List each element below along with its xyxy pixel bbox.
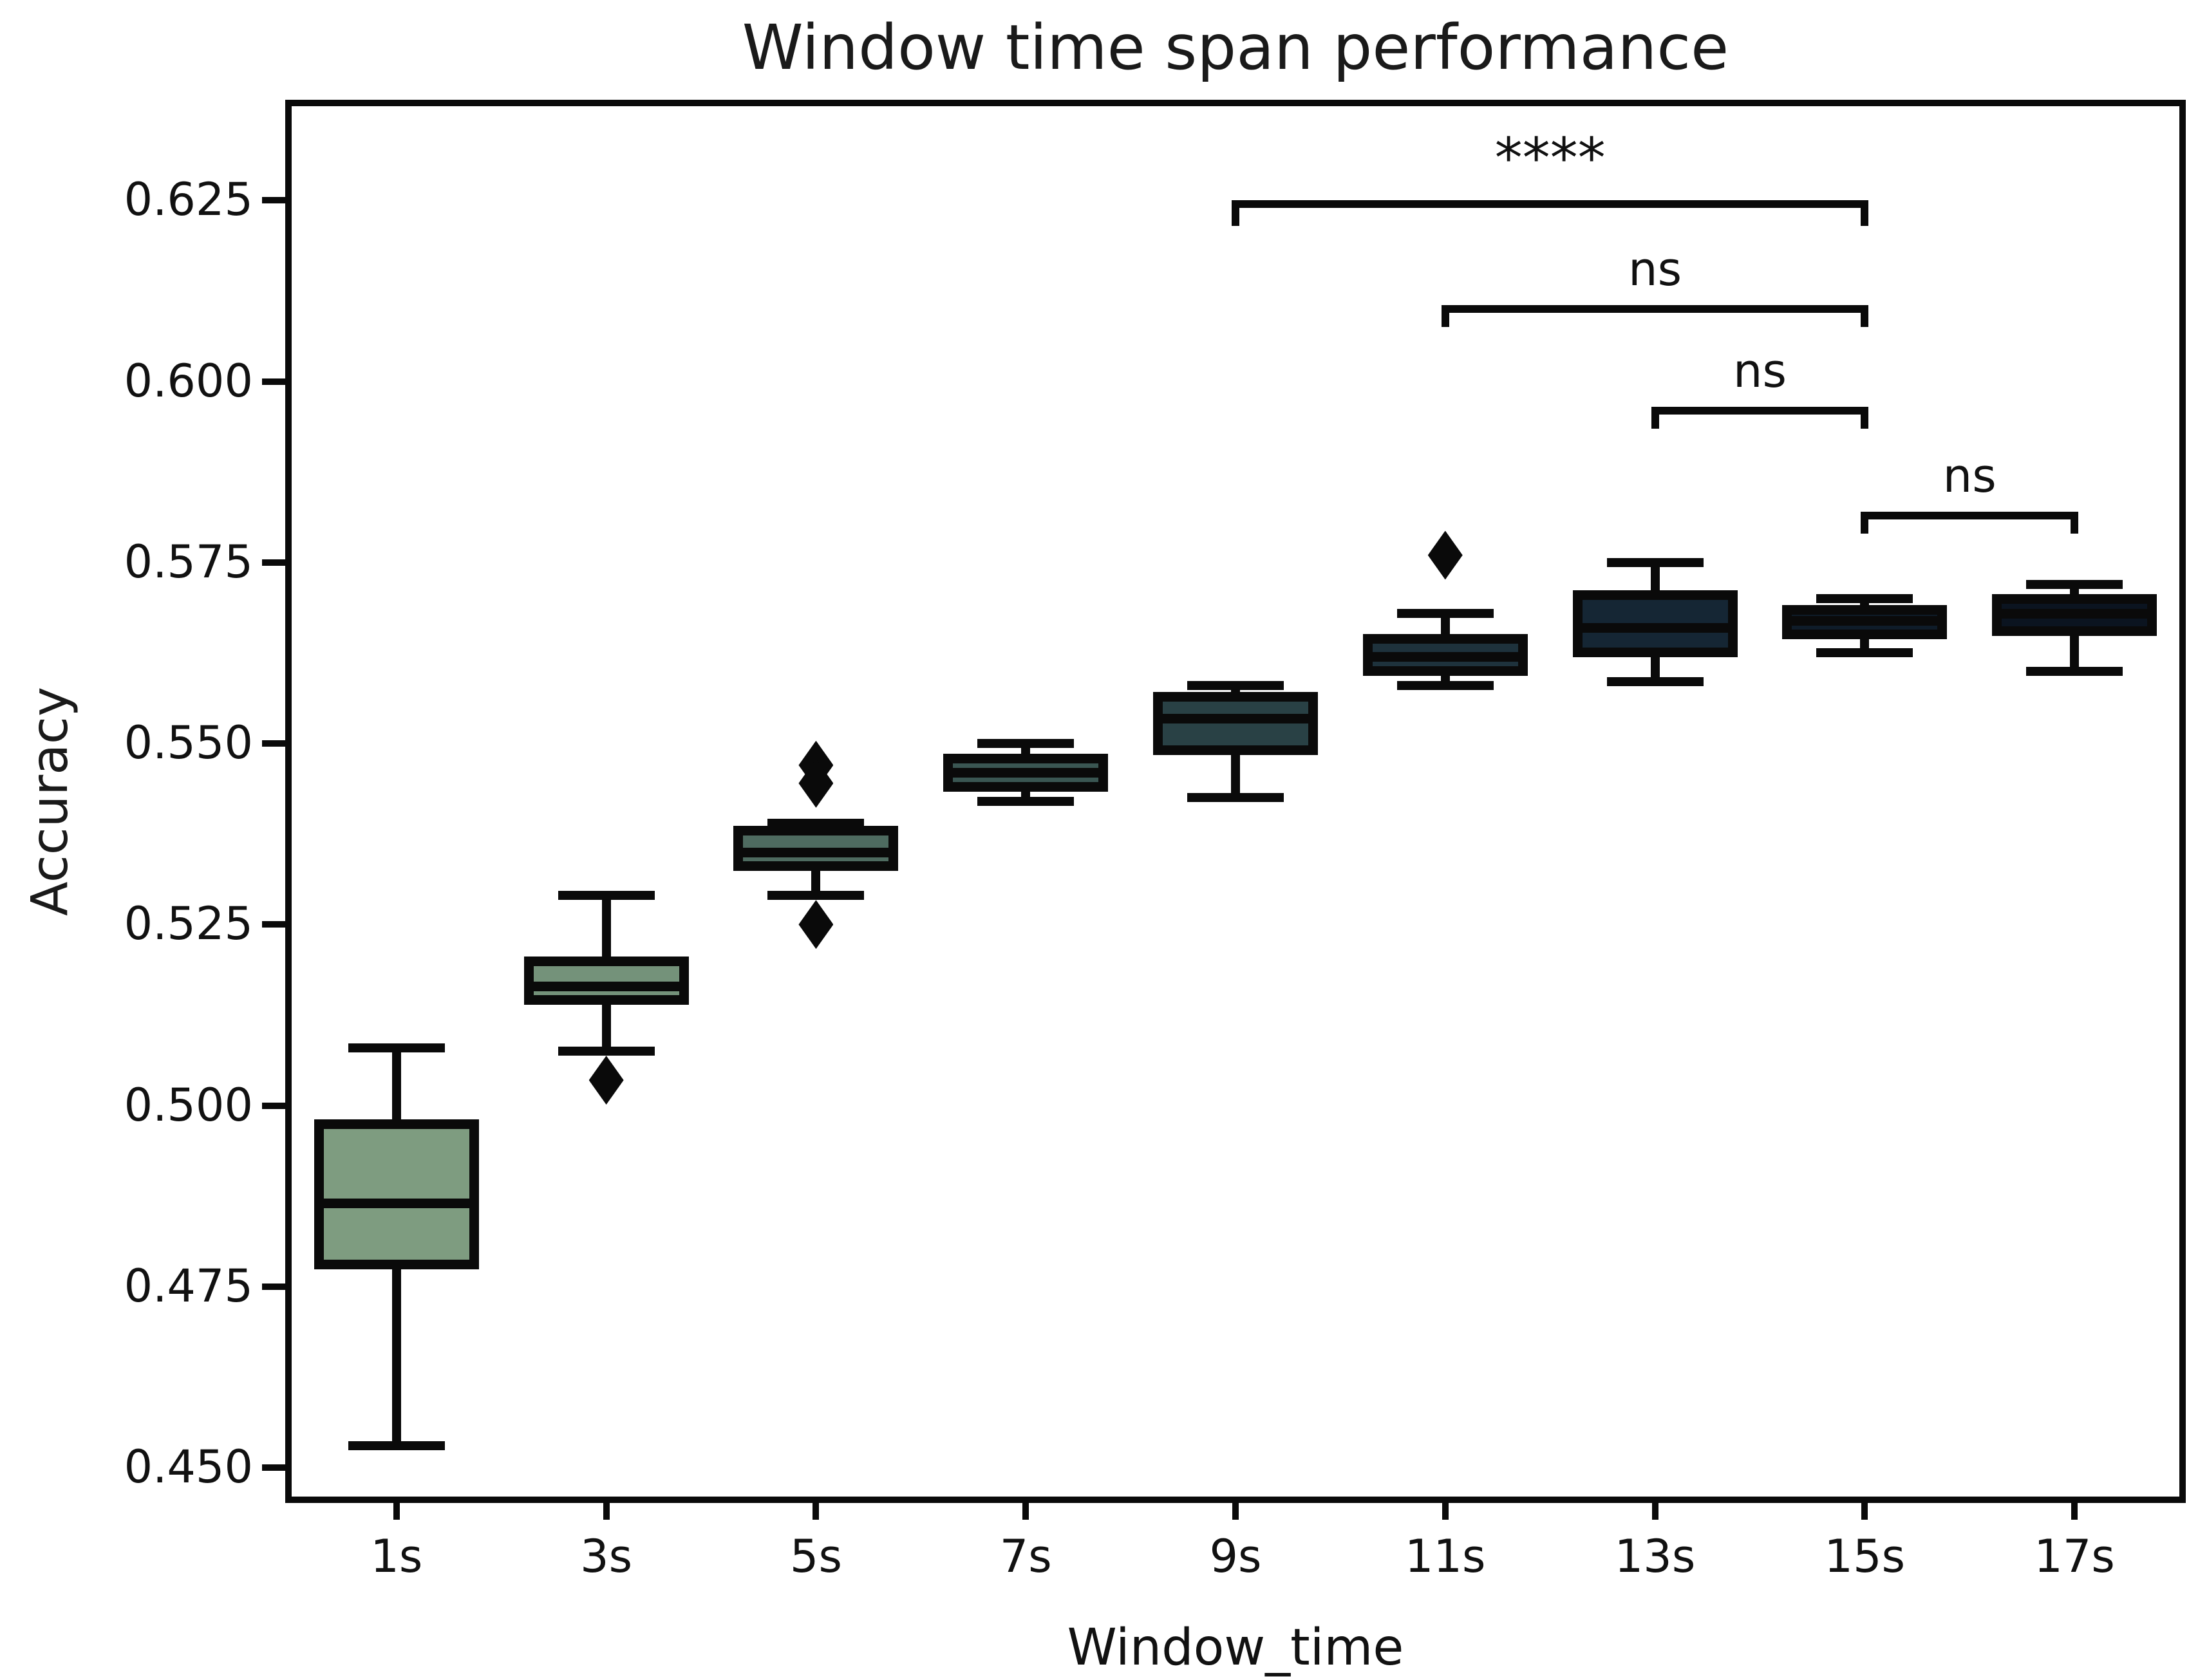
sig-bracket-tip bbox=[1232, 200, 1239, 226]
y-tick-label: 0.575 bbox=[124, 535, 253, 588]
sig-bracket-tip bbox=[1861, 512, 1869, 534]
x-tick-label: 11s bbox=[1404, 1530, 1486, 1583]
x-tick bbox=[1861, 1497, 1868, 1520]
x-tick-label: 15s bbox=[1824, 1530, 1906, 1583]
median-line bbox=[523, 981, 689, 991]
whisker-cap bbox=[1187, 793, 1284, 803]
x-tick-label: 9s bbox=[1209, 1530, 1262, 1583]
x-tick-label: 7s bbox=[999, 1530, 1052, 1583]
sig-label: ns bbox=[1733, 343, 1787, 398]
y-tick-label: 0.625 bbox=[124, 173, 253, 227]
y-tick-label: 0.500 bbox=[124, 1078, 253, 1132]
x-tick-label: 1s bbox=[370, 1530, 423, 1583]
y-tick-label: 0.525 bbox=[124, 897, 253, 951]
median-line bbox=[1572, 623, 1738, 633]
outlier-diamond-icon bbox=[798, 900, 834, 949]
x-tick-label: 13s bbox=[1614, 1530, 1696, 1583]
median-line bbox=[314, 1199, 479, 1209]
median-line bbox=[943, 768, 1109, 778]
x-tick bbox=[1022, 1497, 1029, 1520]
median-line bbox=[1153, 713, 1318, 723]
y-tick bbox=[262, 1102, 285, 1109]
whisker-cap bbox=[2026, 579, 2123, 589]
x-tick bbox=[1651, 1497, 1658, 1520]
y-tick bbox=[262, 559, 285, 566]
median-line bbox=[1362, 652, 1528, 662]
sig-bracket-tip bbox=[1861, 200, 1869, 226]
whisker-cap bbox=[1396, 608, 1494, 618]
sig-bracket-tip bbox=[1861, 305, 1869, 328]
y-tick-label: 0.600 bbox=[124, 354, 253, 407]
y-tick-label: 0.475 bbox=[124, 1259, 253, 1312]
sig-label: **** bbox=[1494, 126, 1606, 191]
y-tick bbox=[262, 378, 285, 385]
box bbox=[733, 826, 899, 872]
plot-area: Window_time 0.625 0.600 0.575 0.550 0.525 0.5… bbox=[124, 100, 2186, 1677]
whisker-cap bbox=[977, 797, 1075, 806]
outlier-diamond-icon bbox=[588, 1056, 624, 1105]
sig-bracket-tip bbox=[1861, 406, 1869, 429]
y-tick bbox=[262, 921, 285, 928]
box bbox=[314, 1119, 479, 1269]
x-tick-label: 3s bbox=[580, 1530, 633, 1583]
y-tick bbox=[262, 1464, 285, 1471]
median-line bbox=[733, 847, 899, 857]
whisker-cap bbox=[558, 1047, 655, 1056]
whisker-cap bbox=[1816, 594, 1913, 603]
whisker-cap bbox=[348, 1043, 445, 1052]
whisker-cap bbox=[2026, 666, 2123, 676]
whisker-cap bbox=[767, 891, 865, 901]
whisker-cap bbox=[977, 739, 1075, 748]
x-tick bbox=[2071, 1497, 2078, 1520]
sig-label: ns bbox=[1628, 242, 1682, 297]
sig-bracket-tip bbox=[1441, 305, 1449, 328]
x-tick bbox=[1442, 1497, 1449, 1520]
x-tick bbox=[813, 1497, 820, 1520]
whisker-cap bbox=[348, 1441, 445, 1451]
whisker-cap bbox=[1606, 677, 1704, 687]
x-tick-label: 5s bbox=[789, 1530, 842, 1583]
x-axis-label: Window_time bbox=[1067, 1619, 1404, 1677]
y-tick-label: 0.550 bbox=[124, 716, 253, 769]
x-tick bbox=[393, 1497, 400, 1520]
whisker-cap bbox=[1606, 557, 1704, 567]
x-tick bbox=[1232, 1497, 1239, 1520]
y-tick bbox=[262, 1283, 285, 1290]
sig-bracket-bar bbox=[1861, 512, 2079, 519]
y-tick bbox=[262, 740, 285, 747]
whisker-cap bbox=[767, 818, 865, 828]
sig-bracket-bar bbox=[1232, 200, 1869, 209]
median-line bbox=[1992, 608, 2157, 619]
chart-title: Window time span performance bbox=[742, 12, 1729, 84]
whisker-cap bbox=[558, 891, 655, 901]
sig-bracket-tip bbox=[2071, 512, 2079, 534]
y-tick-label: 0.450 bbox=[124, 1441, 253, 1493]
box bbox=[523, 956, 689, 1005]
box bbox=[1153, 691, 1318, 756]
median-line bbox=[1782, 615, 1948, 626]
whisker-cap bbox=[1187, 681, 1284, 690]
sig-bracket-tip bbox=[1651, 406, 1659, 429]
sig-bracket-bar bbox=[1441, 305, 1869, 313]
sig-label: ns bbox=[1942, 449, 1996, 503]
sig-bracket-bar bbox=[1651, 406, 1869, 415]
outlier-diamond-icon bbox=[1427, 530, 1463, 580]
whisker-cap bbox=[1816, 648, 1913, 658]
x-tick bbox=[603, 1497, 610, 1520]
x-tick-label: 17s bbox=[2034, 1530, 2115, 1583]
whisker-cap bbox=[1396, 681, 1494, 690]
y-tick bbox=[262, 197, 285, 204]
